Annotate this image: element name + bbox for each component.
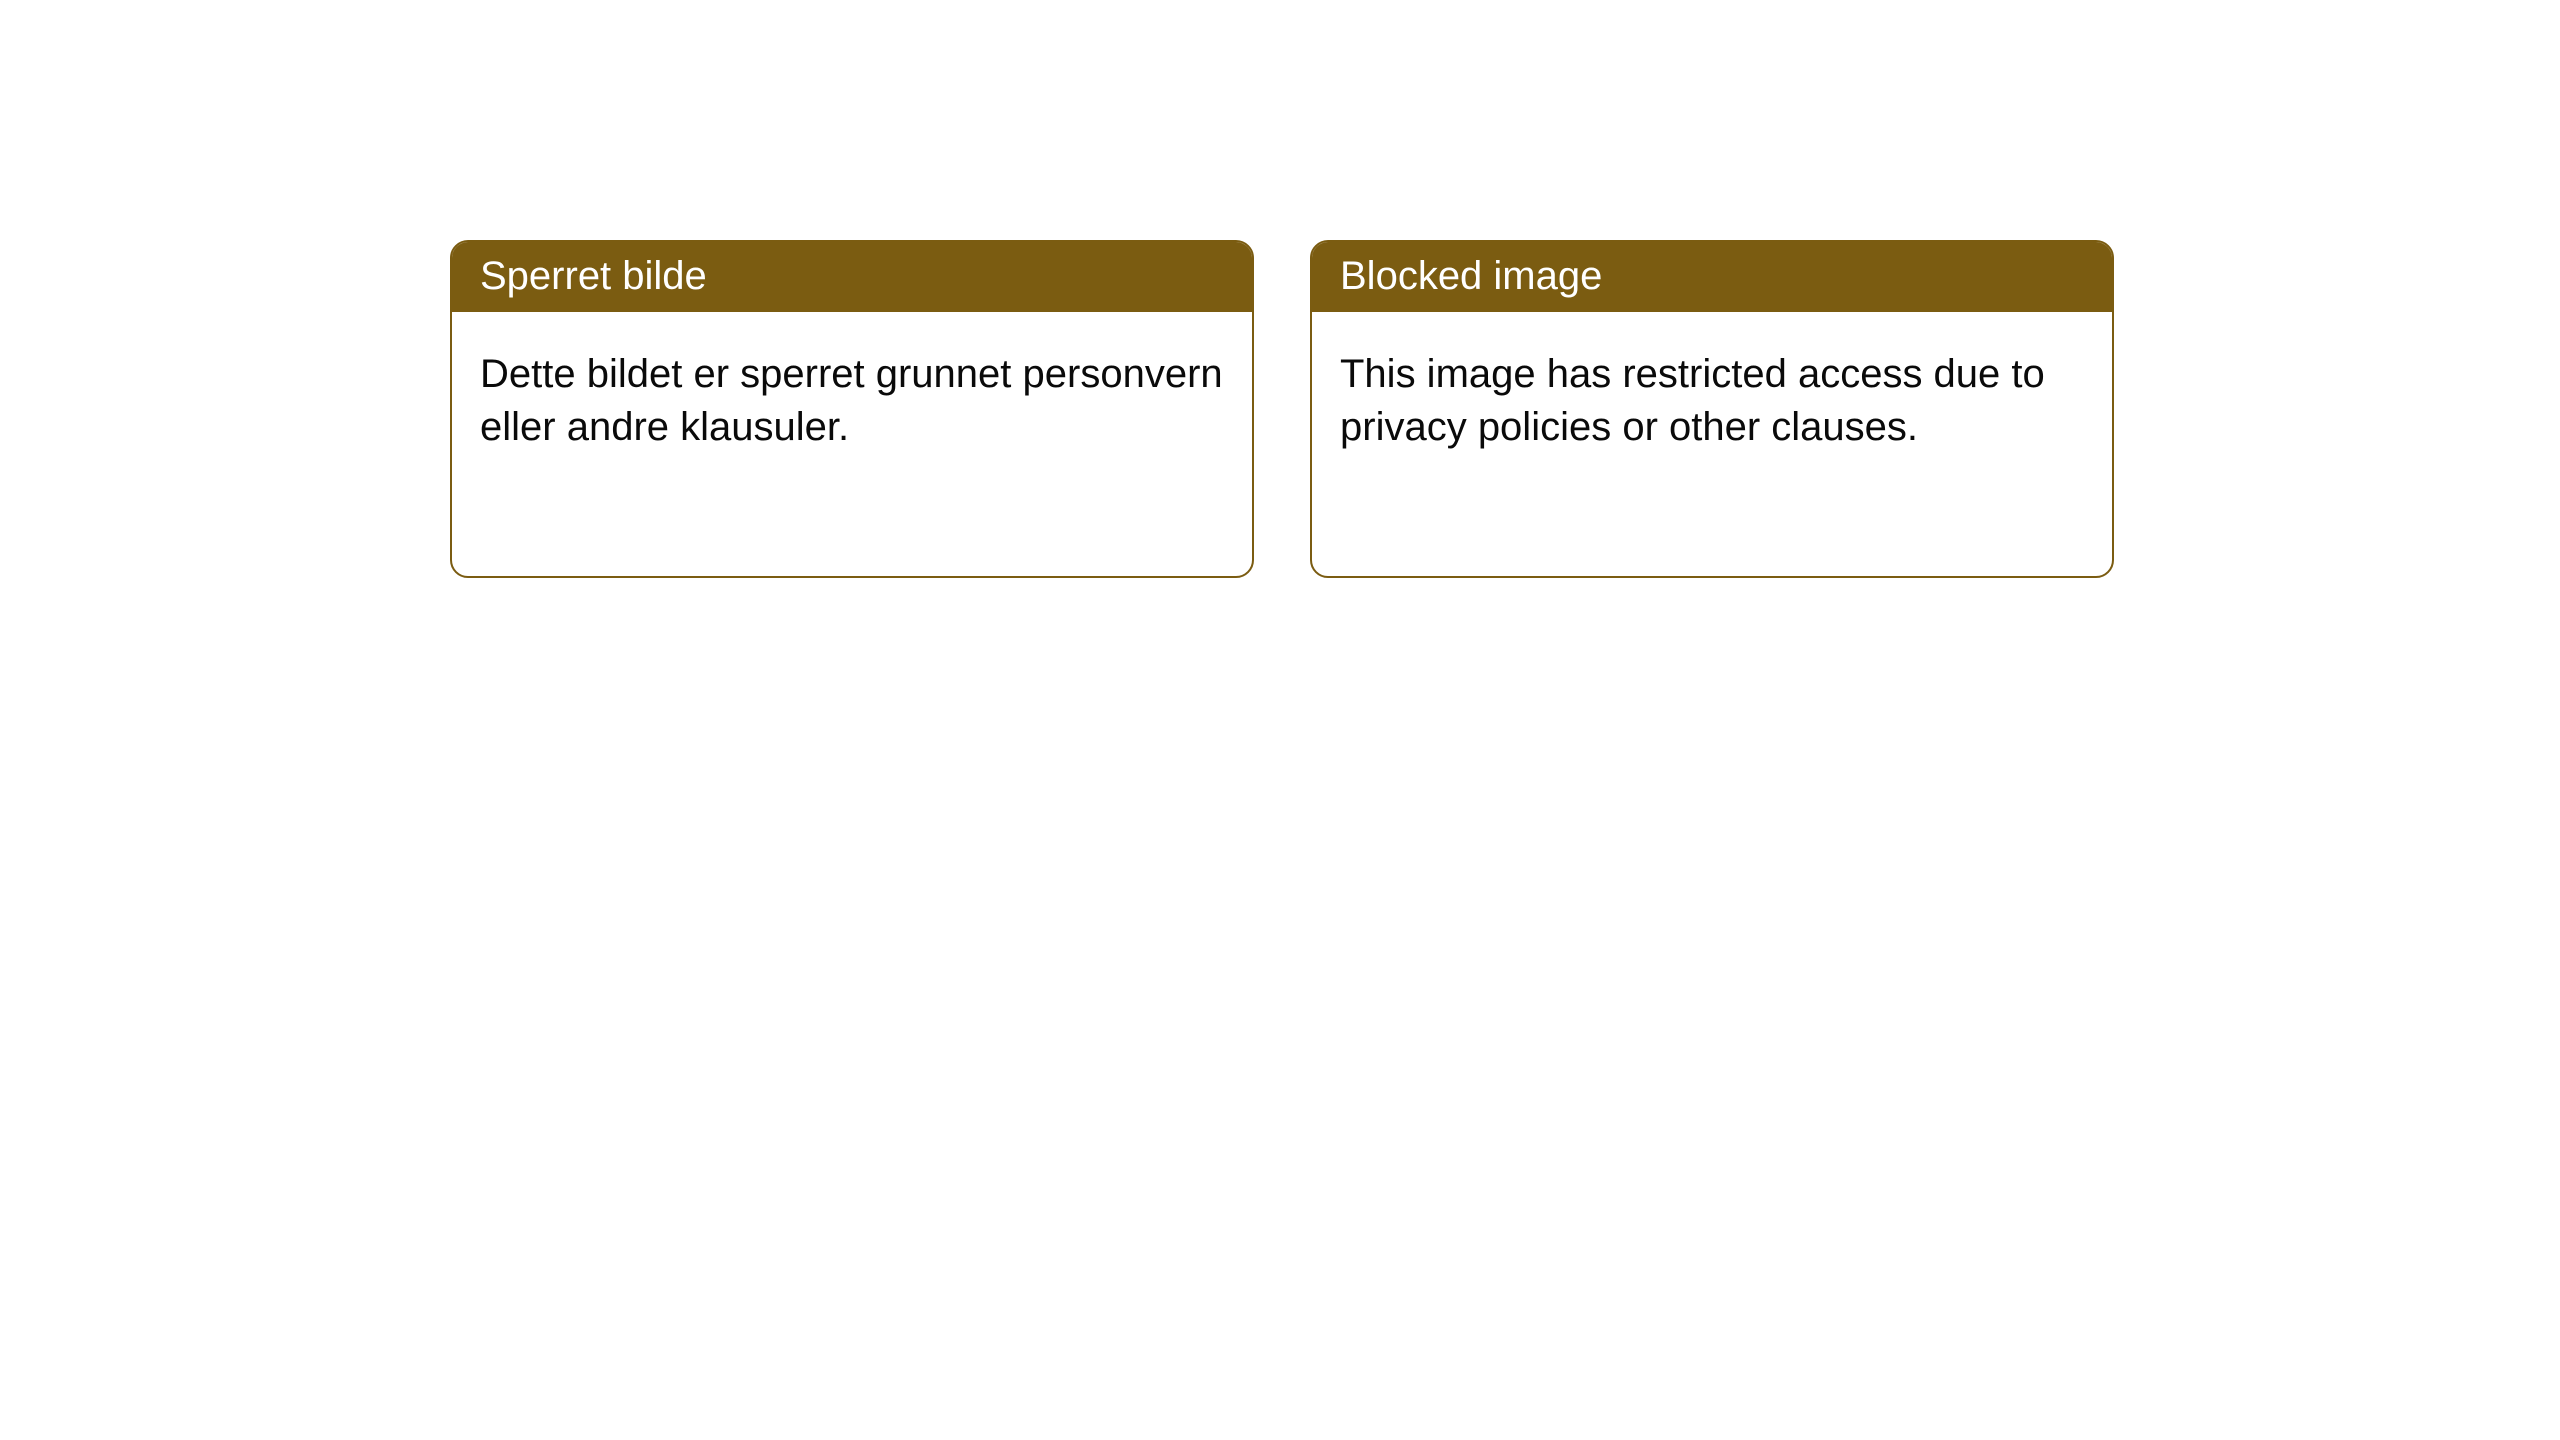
notice-card-row: Sperret bilde Dette bildet er sperret gr… bbox=[0, 0, 2560, 578]
notice-card-no: Sperret bilde Dette bildet er sperret gr… bbox=[450, 240, 1254, 578]
notice-card-title-en: Blocked image bbox=[1312, 242, 2112, 312]
notice-card-body-no: Dette bildet er sperret grunnet personve… bbox=[452, 312, 1252, 482]
notice-card-en: Blocked image This image has restricted … bbox=[1310, 240, 2114, 578]
notice-card-body-en: This image has restricted access due to … bbox=[1312, 312, 2112, 482]
notice-card-title-no: Sperret bilde bbox=[452, 242, 1252, 312]
